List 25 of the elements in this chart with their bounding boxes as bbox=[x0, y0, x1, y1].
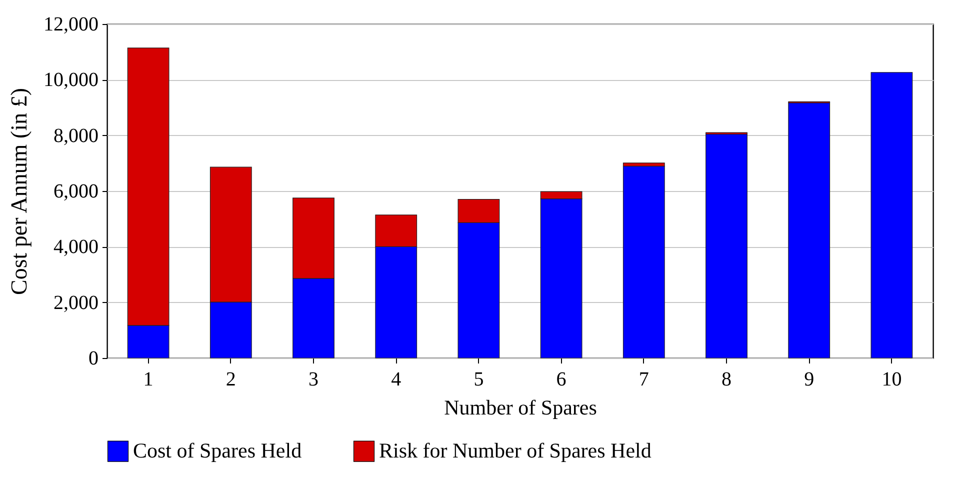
y-tick-label: 4,000 bbox=[54, 236, 98, 258]
x-tick-label: 3 bbox=[308, 368, 318, 390]
y-tick-label: 8,000 bbox=[54, 124, 98, 147]
x-tick-label: 10 bbox=[882, 368, 902, 390]
bar bbox=[788, 102, 830, 358]
bar bbox=[622, 166, 665, 358]
x-axis-title: Number of Spares bbox=[444, 396, 597, 420]
bar bbox=[706, 134, 748, 358]
x-tick-label: 6 bbox=[556, 368, 566, 390]
x-tick-label: 4 bbox=[391, 368, 402, 390]
x-tick-label: 5 bbox=[474, 368, 484, 390]
x-tick-label: 2 bbox=[226, 368, 236, 390]
bar bbox=[870, 72, 913, 358]
y-tick-label: 0 bbox=[88, 348, 98, 370]
x-tick-label: 8 bbox=[722, 368, 732, 390]
y-tick-label: 2,000 bbox=[54, 292, 98, 314]
y-tick-label: 12,000 bbox=[44, 14, 98, 36]
x-tick-label: 7 bbox=[638, 368, 649, 390]
x-tick-label: 1 bbox=[143, 368, 154, 390]
x-tick-label: 9 bbox=[804, 368, 814, 390]
legend-label: Risk for Number of Spares Held bbox=[379, 438, 652, 462]
y-tick-label: 6,000 bbox=[54, 180, 98, 202]
y-tick-label: 10,000 bbox=[44, 69, 98, 92]
y-axis-title: Cost per Annum (in £) bbox=[6, 88, 32, 295]
legend-label: Cost of Spares Held bbox=[133, 438, 302, 462]
